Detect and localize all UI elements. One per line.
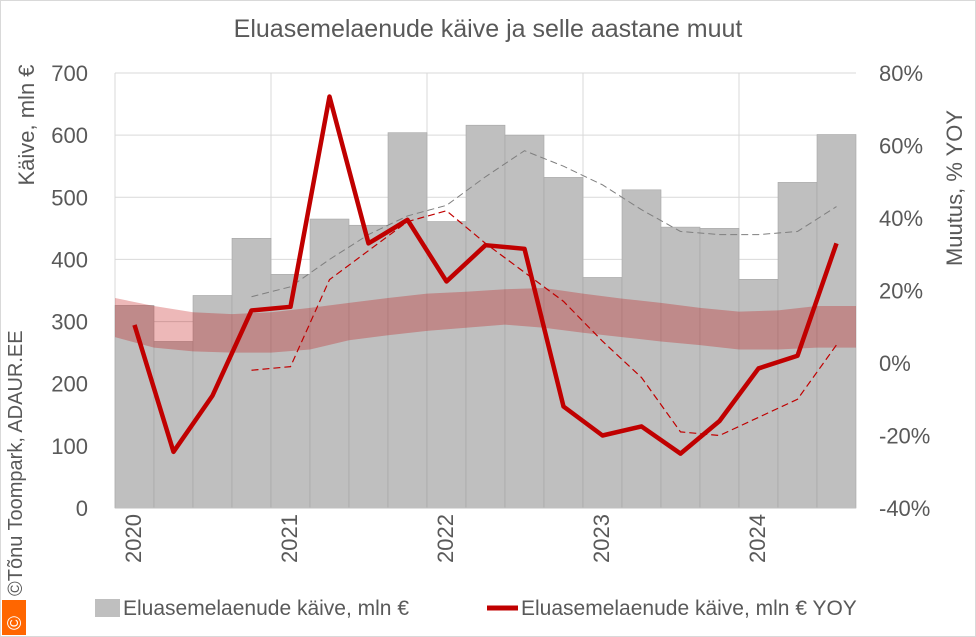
y-left-tick-label: 200	[51, 372, 88, 397]
bar	[270, 274, 311, 509]
bar	[231, 238, 272, 509]
x-tick-label: 2021	[277, 514, 302, 563]
bar	[504, 134, 545, 509]
y-left-tick-label: 500	[51, 185, 88, 210]
y-left-tick-label: 300	[51, 310, 88, 335]
svg-text:©: ©	[5, 616, 26, 630]
bar	[348, 224, 389, 509]
trend-lines	[251, 150, 837, 437]
bar	[153, 341, 194, 509]
trend-line-turnover	[251, 150, 837, 298]
y-left-tick-label: 100	[51, 434, 88, 459]
y-left-tick-label: 700	[51, 61, 88, 86]
bar	[192, 295, 233, 509]
y-right-tick-label: -40%	[879, 496, 930, 521]
range-band	[115, 288, 856, 353]
legend: Eluasemelaenude käive, mln € Eluasemelae…	[95, 597, 857, 620]
bar	[465, 124, 506, 509]
bar-series	[114, 124, 857, 509]
y-right-tick-label: 20%	[879, 279, 923, 304]
y-left-tick-label: 600	[51, 123, 88, 148]
y-left-tick-label: 0	[76, 496, 88, 521]
x-tick-label: 2020	[121, 514, 146, 563]
y-left-tick-label: 400	[51, 247, 88, 272]
bar	[777, 182, 818, 509]
y-axis-right-label: Muutus, % YOY	[942, 110, 967, 266]
legend-bar-swatch	[95, 599, 120, 617]
trend-line-yoy	[251, 210, 837, 437]
y-right-tick-label: -20%	[879, 424, 930, 449]
yoy-series	[132, 94, 839, 456]
yoy-line	[132, 94, 839, 456]
axes: 0 100 200 300 400 500 600 700 -40% -20% 0% 20% 40% 60…	[51, 61, 930, 563]
bar	[543, 177, 584, 509]
bar	[582, 277, 623, 509]
band-area	[115, 288, 856, 353]
bar	[426, 221, 467, 509]
legend-line-label: Eluasemelaenude käive, mln € YOY	[521, 597, 857, 620]
y-axis-left-label: Käive, mln €	[14, 64, 39, 185]
bar	[699, 228, 740, 509]
y-right-tick-label: 40%	[879, 206, 923, 231]
y-right-tick-label: 80%	[879, 61, 923, 86]
x-tick-label: 2023	[589, 514, 614, 563]
bar	[621, 189, 662, 509]
y-right-tick-label: 60%	[879, 134, 923, 159]
legend-bar-label: Eluasemelaenude käive, mln €	[123, 597, 409, 620]
x-tick-label: 2022	[433, 514, 458, 563]
x-tick-label: 2024	[745, 514, 770, 563]
bar	[660, 226, 701, 509]
y-right-tick-label: 0%	[879, 351, 911, 376]
bar	[309, 218, 350, 509]
chart-title: Eluasemelaenude käive ja selle aastane m…	[234, 15, 743, 43]
bar	[738, 279, 779, 509]
copyright-stamp: © ©Tõnu Toompark, ADAUR.EE	[2, 330, 27, 635]
bar	[387, 132, 428, 509]
bar	[816, 134, 857, 509]
watermark-text: ©Tõnu Toompark, ADAUR.EE	[5, 330, 27, 596]
